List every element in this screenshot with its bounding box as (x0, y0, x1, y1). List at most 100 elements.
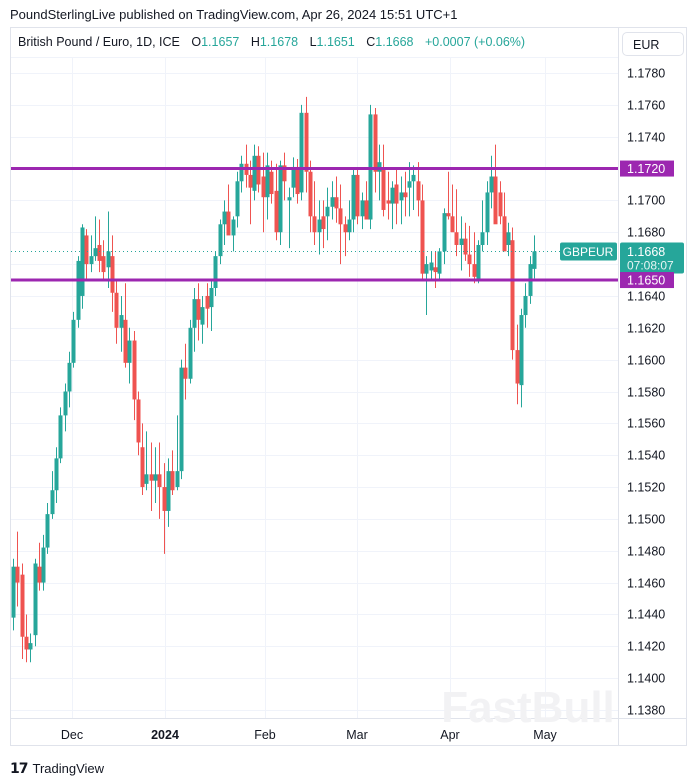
candle (463, 222, 468, 261)
candle (222, 200, 227, 245)
candle (209, 280, 214, 331)
candle (213, 251, 218, 296)
candle (442, 208, 447, 265)
candle (330, 181, 335, 220)
candle (523, 283, 528, 328)
symbol-name[interactable]: British Pound / Euro, 1D, ICE (18, 35, 180, 49)
candle (205, 283, 210, 328)
last-price-tag (620, 242, 684, 274)
time-axis: Dec 2024 Feb Mar Apr May (61, 728, 558, 742)
price-tick-label: 1.1380 (627, 704, 665, 718)
high-value: 1.1678 (259, 35, 299, 49)
candle (20, 563, 25, 660)
low-label: L (309, 35, 317, 49)
candle (80, 224, 85, 309)
price-tick-label: 1.1680 (627, 226, 665, 240)
time-tick-label: Apr (440, 728, 459, 742)
candle (373, 108, 378, 193)
candle (140, 423, 145, 496)
candle (304, 96, 309, 193)
candle (390, 181, 395, 230)
svg-text:GBPEUR: GBPEUR (563, 245, 614, 259)
candle (287, 187, 292, 249)
candle (41, 534, 46, 591)
candle (338, 184, 343, 265)
candle (144, 431, 149, 491)
price-tick-label: 1.1500 (627, 513, 665, 527)
candle (93, 216, 98, 261)
candle (510, 227, 515, 360)
candle (360, 192, 365, 230)
candle (420, 184, 425, 281)
horizontal-levels (11, 167, 618, 282)
candle (399, 176, 404, 225)
candle (11, 558, 16, 631)
tradingview-logo[interactable]: 𝟭𝟳 TradingView (10, 760, 104, 777)
candle (45, 502, 50, 554)
candle (63, 383, 68, 432)
candle (502, 192, 507, 252)
candle (325, 187, 330, 241)
candle (58, 407, 63, 464)
candle (37, 542, 42, 591)
candle (386, 171, 391, 220)
candle (459, 216, 464, 271)
currency-button[interactable]: EUR (622, 32, 684, 56)
fastbull-watermark: FastBull (441, 683, 615, 732)
candle (248, 160, 253, 225)
level-price-tag (620, 160, 674, 177)
candle (317, 200, 322, 255)
close-value: 1.1668 (375, 35, 414, 49)
open-label: O (191, 35, 202, 49)
candle (162, 463, 167, 554)
candle (411, 165, 416, 210)
candle (261, 152, 266, 233)
price-tick-label: 1.1600 (627, 354, 665, 368)
candle (149, 442, 154, 511)
candle (407, 162, 412, 217)
candle (334, 176, 339, 223)
candle (119, 295, 124, 352)
candle (183, 343, 188, 400)
open-value: 1.1657 (201, 35, 240, 49)
candle (454, 189, 459, 257)
candle (274, 163, 279, 241)
candle (450, 184, 455, 233)
svg-text:1.1650: 1.1650 (627, 274, 665, 288)
candle (429, 251, 434, 281)
price-tick-label: 1.1640 (627, 290, 665, 304)
candle (226, 184, 231, 236)
candle (347, 200, 352, 241)
price-tick-label: 1.1420 (627, 640, 665, 654)
candle (252, 144, 257, 201)
time-tick-label: Dec (61, 728, 83, 742)
time-tick-label: 2024 (151, 728, 179, 742)
candle (123, 283, 128, 368)
bar-countdown: 07:08:07 (627, 259, 674, 273)
candle (532, 235, 537, 279)
candle (196, 283, 201, 341)
candle (282, 152, 287, 201)
time-tick-label: May (533, 728, 557, 742)
candle (114, 280, 119, 344)
candle (67, 351, 72, 408)
price-tick-label: 1.1700 (627, 194, 665, 208)
candle (235, 171, 240, 228)
price-tick-label: 1.1780 (627, 67, 665, 81)
chart-frame (10, 27, 687, 746)
candle (192, 287, 197, 352)
candle (50, 471, 55, 519)
candle (101, 240, 106, 281)
price-tick-label: 1.1620 (627, 322, 665, 336)
candle (200, 295, 205, 344)
close-label: C (366, 35, 376, 49)
candle (472, 232, 477, 284)
candle (265, 152, 270, 220)
price-tick-label: 1.1400 (627, 672, 665, 686)
price-tick-label: 1.1740 (627, 131, 665, 145)
candle (433, 251, 438, 288)
price-tick-label: 1.1520 (627, 481, 665, 495)
candle (343, 216, 348, 257)
candle (278, 160, 283, 245)
